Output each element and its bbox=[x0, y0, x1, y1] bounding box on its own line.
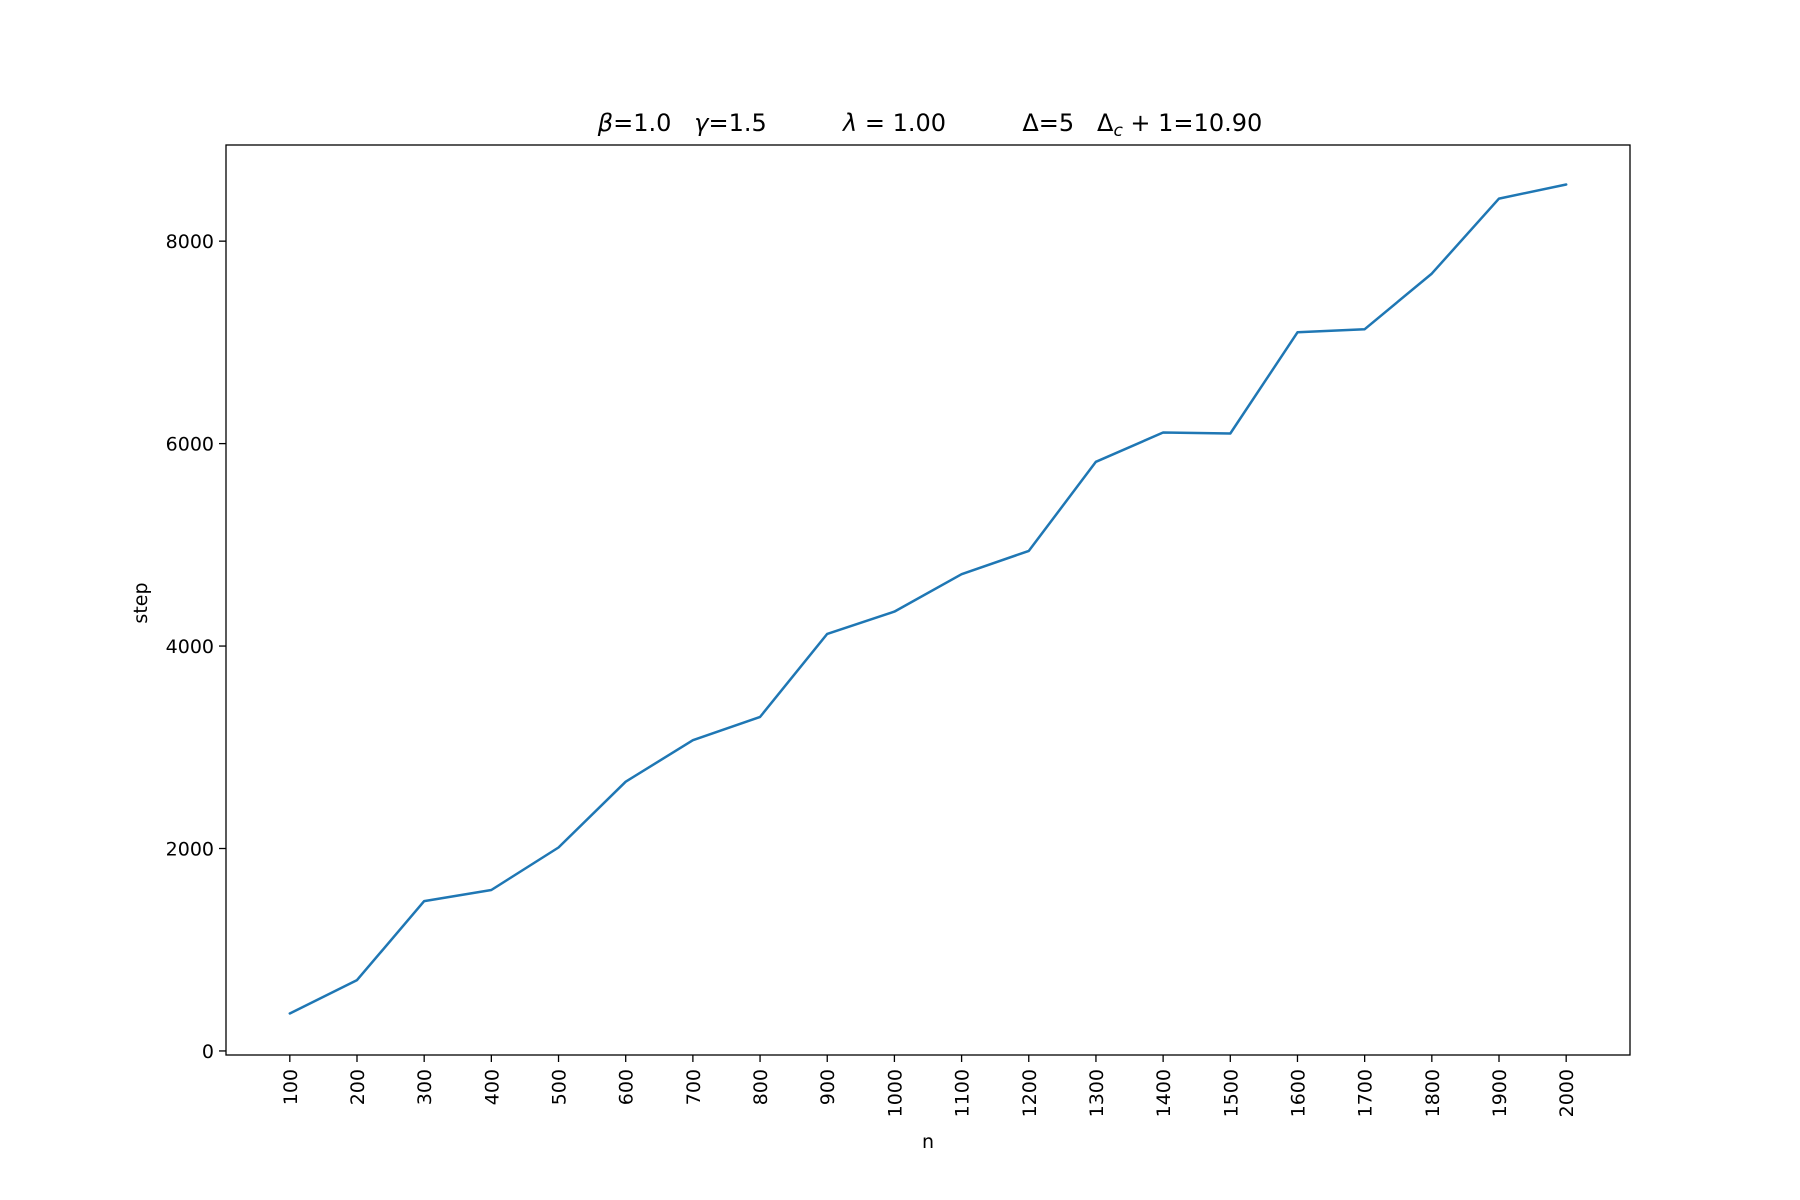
x-tick-label: 700 bbox=[683, 1069, 705, 1105]
x-tick-label: 200 bbox=[347, 1069, 369, 1105]
data-point bbox=[356, 979, 358, 981]
y-tick-label: 2000 bbox=[166, 839, 214, 861]
x-tick-label: 1300 bbox=[1086, 1069, 1108, 1117]
data-point bbox=[289, 1012, 291, 1014]
x-tick-label: 500 bbox=[549, 1069, 571, 1105]
data-point bbox=[1162, 431, 1164, 433]
x-axis-label: n bbox=[922, 1131, 934, 1153]
x-tick-label: 1600 bbox=[1287, 1069, 1309, 1117]
x-tick-label: 100 bbox=[280, 1069, 302, 1105]
y-tick-label: 6000 bbox=[166, 434, 214, 456]
x-tick-label: 600 bbox=[616, 1069, 638, 1105]
data-point bbox=[1296, 331, 1298, 333]
x-tick-label: 1100 bbox=[952, 1069, 974, 1117]
data-point bbox=[625, 781, 627, 783]
series-line bbox=[288, 183, 1568, 1015]
y-tick-label: 4000 bbox=[166, 636, 214, 658]
x-tick-label: 300 bbox=[414, 1069, 436, 1105]
y-tick-label: 0 bbox=[202, 1041, 214, 1063]
data-points bbox=[289, 183, 1567, 1014]
plot-area bbox=[225, 144, 1631, 1056]
x-tick-label: 1700 bbox=[1355, 1069, 1377, 1117]
x-tick-label: 900 bbox=[817, 1069, 839, 1105]
x-tick-label: 400 bbox=[481, 1069, 503, 1105]
data-point bbox=[1565, 183, 1567, 185]
data-point bbox=[1028, 550, 1030, 552]
data-point bbox=[893, 611, 895, 613]
data-point bbox=[490, 889, 492, 891]
data-point bbox=[961, 573, 963, 575]
data-point bbox=[1364, 328, 1366, 330]
y-axis-label: step bbox=[130, 582, 152, 623]
y-tick-label: 8000 bbox=[166, 231, 214, 253]
data-point bbox=[759, 716, 761, 718]
x-tick-label: 2000 bbox=[1556, 1069, 1578, 1117]
data-point bbox=[558, 846, 560, 848]
data-point bbox=[1498, 198, 1500, 200]
data-point bbox=[826, 633, 828, 635]
data-point bbox=[1095, 461, 1097, 463]
x-axis: 100 200 300 400 500 600 700 800 900 1000 1100 1200 1… bbox=[280, 1055, 1578, 1117]
y-axis: 0 2000 4000 6000 8000 bbox=[166, 231, 226, 1063]
x-tick-label: 1900 bbox=[1489, 1069, 1511, 1117]
data-point bbox=[1229, 432, 1231, 434]
x-tick-label: 1800 bbox=[1422, 1069, 1444, 1117]
chart-title: β=1.0 γ=1.5 λ = 1.00 Δ=5 Δc + 1=10.90 bbox=[597, 109, 1263, 141]
x-tick-label: 1400 bbox=[1153, 1069, 1175, 1117]
data-point bbox=[423, 900, 425, 902]
x-tick-label: 800 bbox=[750, 1069, 772, 1105]
data-point bbox=[1431, 273, 1433, 275]
data-point bbox=[692, 739, 694, 741]
x-tick-label: 1000 bbox=[884, 1069, 906, 1117]
x-tick-label: 1500 bbox=[1220, 1069, 1242, 1117]
x-tick-label: 1200 bbox=[1019, 1069, 1041, 1117]
